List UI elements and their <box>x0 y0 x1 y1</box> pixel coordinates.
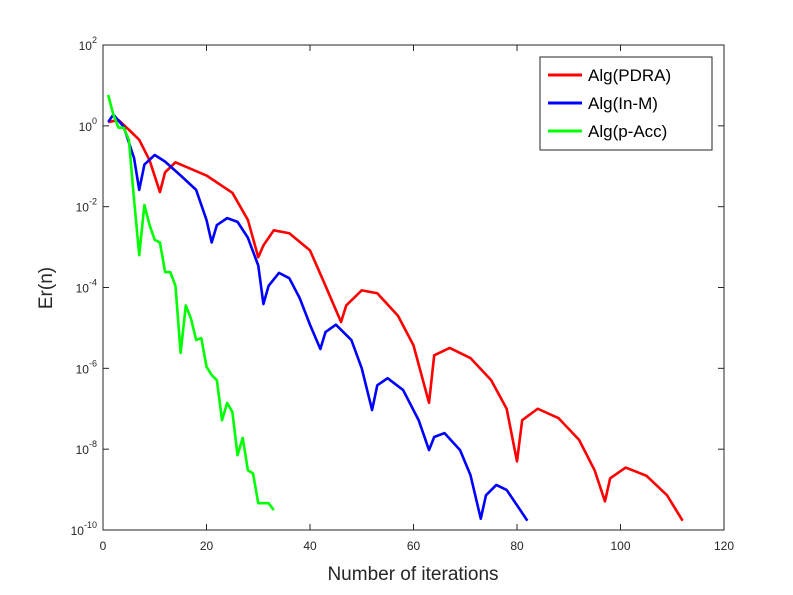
y-tick-base: 10 <box>71 524 85 538</box>
x-tick-label: 120 <box>714 539 734 553</box>
series-line <box>106 94 275 511</box>
x-tick-label: 80 <box>510 539 524 553</box>
y-tick-base: 10 <box>79 39 93 53</box>
x-axis-label: Number of iterations <box>327 564 498 585</box>
y-tick-power: 2 <box>92 35 97 45</box>
axes-box <box>102 44 725 531</box>
y-tick-label: 10-10 <box>71 520 97 538</box>
x-tick-label: 40 <box>303 539 317 553</box>
y-tick-base: 10 <box>76 201 90 215</box>
y-tick-label: 10-6 <box>76 358 97 376</box>
y-tick-base: 10 <box>76 282 90 296</box>
legend-box <box>539 56 713 151</box>
y-tick-power: -6 <box>89 358 97 368</box>
y-tick-label: 102 <box>79 35 97 53</box>
legend-label: Alg(p-Acc) <box>588 122 667 141</box>
x-tick-label: 0 <box>100 539 107 553</box>
y-tick-base: 10 <box>79 120 93 134</box>
series-line <box>107 118 684 522</box>
series-line <box>107 113 529 522</box>
x-tick-label: 100 <box>610 539 630 553</box>
x-tick-label: 60 <box>407 539 421 553</box>
y-tick-label: 10-8 <box>76 439 97 457</box>
y-tick-power: -10 <box>84 520 97 530</box>
y-tick-label: 10-4 <box>76 278 97 296</box>
y-tick-label: 100 <box>79 116 97 134</box>
legend-label: Alg(In-M) <box>588 94 658 113</box>
y-tick-power: -4 <box>89 278 97 288</box>
y-axis-label: Er(n) <box>36 267 57 309</box>
y-tick-base: 10 <box>76 362 90 376</box>
y-tick-power: -2 <box>89 197 97 207</box>
x-tick-label: 20 <box>200 539 214 553</box>
legend-label: Alg(PDRA) <box>588 66 671 85</box>
y-tick-base: 10 <box>76 443 90 457</box>
y-tick-power: 0 <box>92 116 97 126</box>
y-tick-power: -8 <box>89 439 97 449</box>
y-tick-label: 10-2 <box>76 197 97 215</box>
